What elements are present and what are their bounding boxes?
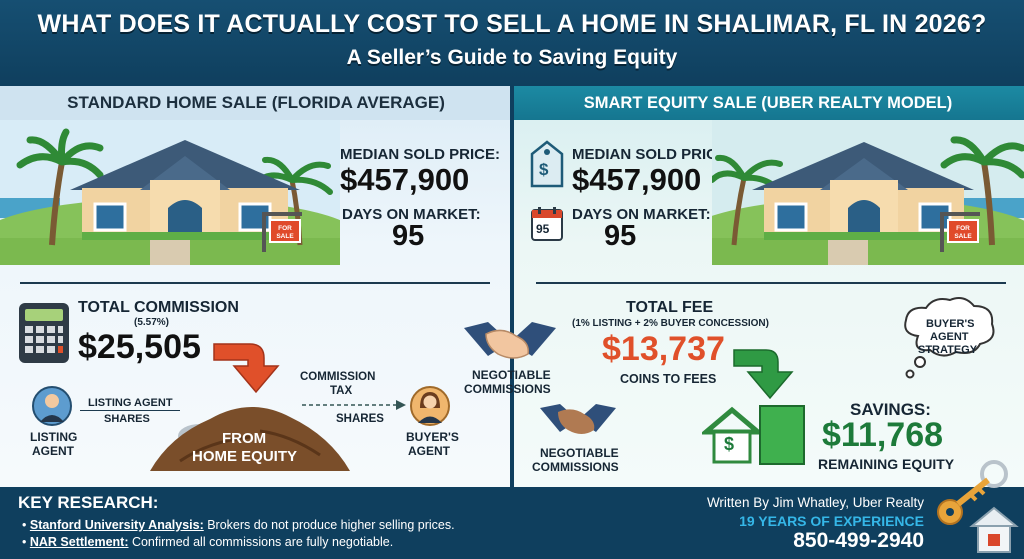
bubble-line-1: BUYER'S [926,318,975,330]
research-bullet-1-text: Brokers do not produce higher selling pr… [203,518,455,532]
research-bullet-1-title: Stanford University Analysis: [29,518,204,532]
median-price-value: $457,900 [340,162,470,197]
negotiable-label-2b: COMMISSIONS [532,460,619,474]
for-sale-sign-icon [940,212,980,252]
median-price-label: MEDIAN SOLD PRICE: [340,146,501,163]
palm-tree-icon [16,128,104,246]
palm-tree-icon [940,136,1024,246]
equity-house-icon [702,406,762,464]
listing-agent-label: LISTING [30,430,78,444]
total-commission-value: $25,505 [78,328,201,366]
days-on-market-label-right: DAYS ON MARKET: [572,206,711,223]
standard-sale-panel: STANDARD HOME SALE (FLORIDA AVERAGE) [0,86,512,487]
sign-line: FOR [278,225,292,232]
house-icon [752,142,974,240]
research-bullet-2: • NAR Settlement: Confirmed all commissi… [22,535,394,549]
research-bullet-2-text: Confirmed all commissions are fully nego… [128,535,394,549]
commission-rate: (5.57%) [134,317,170,328]
days-on-market-label: DAYS ON MARKET: [342,206,481,223]
divider-line [20,282,490,284]
listing-agent-label-2: AGENT [32,444,74,458]
sign-line: FOR [956,225,970,232]
total-fee-detail: (1% LISTING + 2% BUYER CONCESSION) [572,318,769,329]
sign-line: SALE [276,233,294,240]
median-price-value-right: $457,900 [572,162,702,197]
savings-label: SAVINGS: [850,400,931,419]
median-price-label-right: MEDIAN SOLD PRICE: [572,146,733,163]
footer: KEY RESEARCH: • Stanford University Anal… [0,487,1024,559]
savings-bar-icon [759,405,805,465]
bubble-line-2: AGENT [930,331,969,343]
standard-house-scene: FOR SALE [0,120,340,265]
bubble-line-3: STRATEGY [918,344,978,356]
connector-line [80,410,180,411]
panel-divider [510,86,514,487]
smart-equity-panel: SMART EQUITY SALE (UBER REALTY MODEL) $ … [512,86,1024,487]
for-sale-sign-icon [262,212,302,252]
smart-house-scene: FOR SALE [712,120,1024,265]
shares-label: SHARES [336,413,384,425]
phone-number: 850-499-2940 [793,529,924,552]
total-fee-label: TOTAL FEE [626,299,714,316]
house-key-icon [937,460,1019,553]
listing-agent-shares-label: LISTING AGENT [88,397,173,409]
calculator-icon [19,303,69,363]
smart-equity-title: SMART EQUITY SALE (UBER REALTY MODEL) [512,86,1024,120]
header: WHAT DOES IT ACTUALLY COST TO SELL A HOM… [0,0,1024,86]
arrow-down-icon [733,349,794,400]
research-bullet-1: • Stanford University Analysis: Brokers … [22,518,455,532]
negotiable-label-1b: COMMISSIONS [464,382,551,396]
divider-line [536,282,1006,284]
price-tag-symbol: $ [539,160,549,179]
listing-agent-shares-label-2: SHARES [104,413,150,425]
price-tag-icon [530,140,564,188]
from-label: FROM [222,430,267,447]
coins-to-fees-label: COINS TO FEES [620,372,717,386]
thought-bubble-icon [904,297,995,379]
author-line: Written By Jim Whatley, Uber Realty [706,495,924,510]
buyers-agent-avatar [410,386,450,426]
page-title: WHAT DOES IT ACTUALLY COST TO SELL A HOM… [37,10,987,38]
equity-house-symbol: $ [724,434,735,454]
page-subtitle: A Seller’s Guide to Saving Equity [346,46,678,69]
remaining-equity-label: REMAINING EQUITY [818,456,955,472]
arrow-down-icon [213,343,280,394]
research-bullet-2-title: NAR Settlement: [29,535,129,549]
savings-value: $11,768 [822,416,944,454]
total-commission-label: TOTAL COMMISSION [78,299,239,316]
listing-agent-avatar [32,386,72,426]
negotiable-label-1: NEGOTIABLE [472,368,551,382]
key-research-title: KEY RESEARCH: [18,493,159,512]
calendar-icon [531,207,563,241]
days-on-market-value-right: 95 [604,220,637,252]
days-on-market-value: 95 [392,220,425,252]
buyers-agent-label: BUYER'S [406,430,459,444]
negotiable-label-2: NEGOTIABLE [540,446,619,460]
sign-line: SALE [954,233,972,240]
handshake-icon [464,322,556,359]
handshake-icon [540,404,616,434]
palm-tree-icon [712,154,783,246]
house-icon [70,140,300,240]
home-equity-label: HOME EQUITY [192,448,298,465]
calendar-value: 95 [536,222,550,236]
dirt-pile-icon [150,406,350,471]
buyers-agent-label-2: AGENT [408,444,450,458]
standard-sale-title: STANDARD HOME SALE (FLORIDA AVERAGE) [0,86,512,120]
commission-tax-label-2: TAX [330,385,353,397]
total-fee-value: $13,737 [602,330,725,368]
dashed-arrow-icon [302,400,406,410]
experience-line: 19 YEARS OF EXPERIENCE [739,513,924,529]
commission-tax-label: COMMISSION [300,371,376,383]
